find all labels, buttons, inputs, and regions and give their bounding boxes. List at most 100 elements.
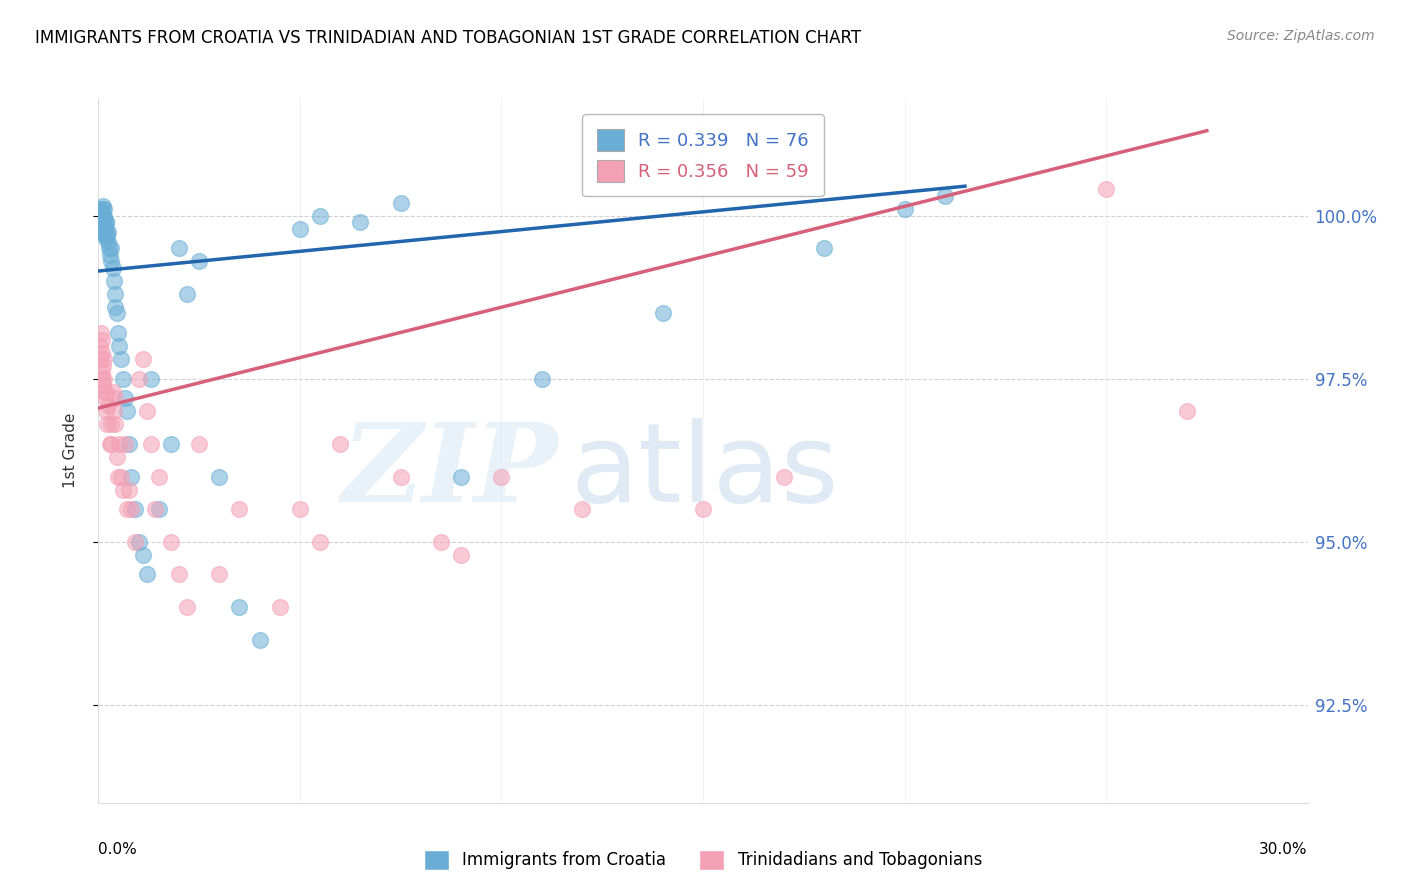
- Point: [228, 600, 250, 615]
- Point: [94, 391, 117, 405]
- Point: [651, 306, 673, 320]
- Point: [90, 326, 112, 340]
- Point: [269, 600, 291, 615]
- Point: [208, 567, 231, 582]
- Point: [90, 205, 112, 219]
- Point: [89, 202, 111, 216]
- Point: [93, 372, 115, 386]
- Point: [124, 534, 146, 549]
- Point: [110, 469, 132, 483]
- Point: [208, 469, 231, 483]
- Point: [132, 352, 155, 367]
- Point: [93, 211, 115, 226]
- Point: [107, 339, 129, 353]
- Point: [91, 214, 114, 228]
- Point: [571, 502, 593, 516]
- Point: [389, 195, 412, 210]
- Point: [188, 437, 211, 451]
- Point: [91, 202, 114, 216]
- Point: [107, 437, 129, 451]
- Point: [103, 274, 125, 288]
- Point: [148, 502, 170, 516]
- Point: [96, 417, 118, 432]
- Point: [94, 221, 117, 235]
- Point: [91, 211, 114, 226]
- Point: [118, 483, 141, 497]
- Point: [128, 534, 150, 549]
- Point: [100, 254, 122, 268]
- Point: [97, 225, 120, 239]
- Point: [167, 241, 190, 255]
- Point: [288, 221, 311, 235]
- Point: [89, 219, 111, 233]
- Point: [309, 534, 332, 549]
- Point: [692, 502, 714, 516]
- Point: [120, 469, 142, 483]
- Point: [176, 286, 198, 301]
- Point: [93, 202, 115, 216]
- Point: [104, 300, 127, 314]
- Text: 0.0%: 0.0%: [98, 842, 138, 856]
- Point: [139, 437, 162, 451]
- Point: [813, 241, 835, 255]
- Point: [772, 469, 794, 483]
- Point: [120, 502, 142, 516]
- Point: [309, 209, 332, 223]
- Point: [176, 600, 198, 615]
- Point: [160, 437, 183, 451]
- Text: IMMIGRANTS FROM CROATIA VS TRINIDADIAN AND TOBAGONIAN 1ST GRADE CORRELATION CHAR: IMMIGRANTS FROM CROATIA VS TRINIDADIAN A…: [35, 29, 862, 46]
- Point: [103, 286, 125, 301]
- Point: [115, 502, 138, 516]
- Point: [90, 202, 112, 216]
- Point: [94, 228, 117, 243]
- Point: [93, 209, 115, 223]
- Point: [91, 333, 114, 347]
- Point: [94, 404, 117, 418]
- Point: [91, 199, 114, 213]
- Point: [893, 202, 915, 216]
- Point: [96, 228, 118, 243]
- Point: [98, 241, 121, 255]
- Text: atlas: atlas: [569, 418, 838, 525]
- Point: [114, 437, 136, 451]
- Point: [91, 359, 114, 373]
- Point: [91, 215, 114, 229]
- Point: [101, 384, 124, 399]
- Point: [104, 391, 127, 405]
- Point: [103, 404, 125, 418]
- Point: [90, 205, 112, 219]
- Point: [91, 209, 114, 223]
- Point: [93, 219, 115, 233]
- Text: Source: ZipAtlas.com: Source: ZipAtlas.com: [1227, 29, 1375, 43]
- Point: [97, 235, 120, 249]
- Point: [139, 372, 162, 386]
- Point: [124, 502, 146, 516]
- Point: [107, 469, 129, 483]
- Point: [91, 210, 114, 224]
- Point: [93, 225, 115, 239]
- Point: [491, 469, 513, 483]
- Point: [1175, 404, 1198, 418]
- Point: [107, 326, 129, 340]
- Point: [94, 221, 117, 235]
- Point: [249, 632, 271, 647]
- Point: [135, 404, 157, 418]
- Y-axis label: 1st Grade: 1st Grade: [63, 413, 77, 488]
- Point: [132, 548, 155, 562]
- Point: [90, 352, 112, 367]
- Point: [148, 469, 170, 483]
- Point: [103, 417, 125, 432]
- Point: [91, 378, 114, 392]
- Point: [143, 502, 166, 516]
- Point: [91, 345, 114, 359]
- Point: [167, 567, 190, 582]
- Point: [100, 241, 122, 255]
- Point: [90, 211, 112, 226]
- Point: [118, 437, 141, 451]
- Point: [93, 221, 115, 235]
- Point: [93, 352, 115, 367]
- Point: [450, 469, 472, 483]
- Point: [1095, 182, 1118, 196]
- Point: [160, 534, 183, 549]
- Point: [90, 215, 112, 229]
